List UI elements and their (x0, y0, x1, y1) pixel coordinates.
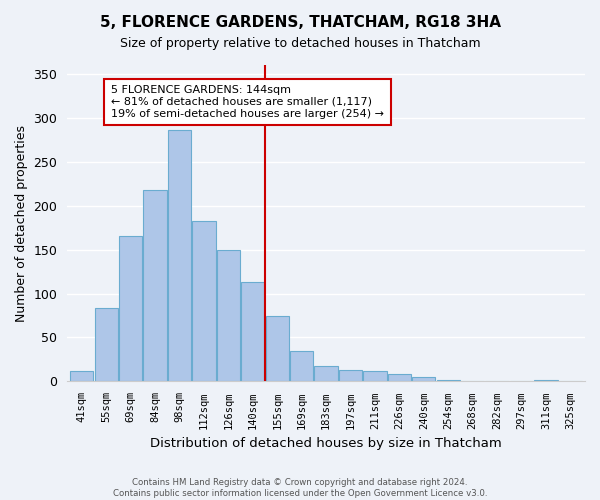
Bar (339, 370, 362, 382)
Text: 5 FLORENCE GARDENS: 144sqm
← 81% of detached houses are smaller (1,117)
19% of s: 5 FLORENCE GARDENS: 144sqm ← 81% of deta… (111, 86, 384, 118)
Bar (412, 377, 436, 382)
Bar (70, 371, 94, 382)
Bar (559, 380, 582, 382)
Bar (241, 282, 265, 382)
Bar (461, 380, 484, 382)
Bar (143, 190, 167, 382)
Bar (485, 380, 509, 382)
Bar (95, 308, 118, 382)
Bar (217, 250, 240, 382)
Bar (364, 371, 386, 382)
Y-axis label: Number of detached properties: Number of detached properties (15, 124, 28, 322)
X-axis label: Distribution of detached houses by size in Thatcham: Distribution of detached houses by size … (150, 437, 502, 450)
Bar (388, 374, 411, 382)
Text: Size of property relative to detached houses in Thatcham: Size of property relative to detached ho… (119, 38, 481, 51)
Bar (193, 220, 215, 382)
Bar (314, 366, 338, 382)
Bar (437, 380, 460, 382)
Bar (290, 350, 313, 382)
Bar (119, 236, 142, 382)
Bar (535, 380, 557, 382)
Bar (266, 316, 289, 382)
Text: Contains HM Land Registry data © Crown copyright and database right 2024.
Contai: Contains HM Land Registry data © Crown c… (113, 478, 487, 498)
Bar (168, 130, 191, 382)
Text: 5, FLORENCE GARDENS, THATCHAM, RG18 3HA: 5, FLORENCE GARDENS, THATCHAM, RG18 3HA (100, 15, 500, 30)
